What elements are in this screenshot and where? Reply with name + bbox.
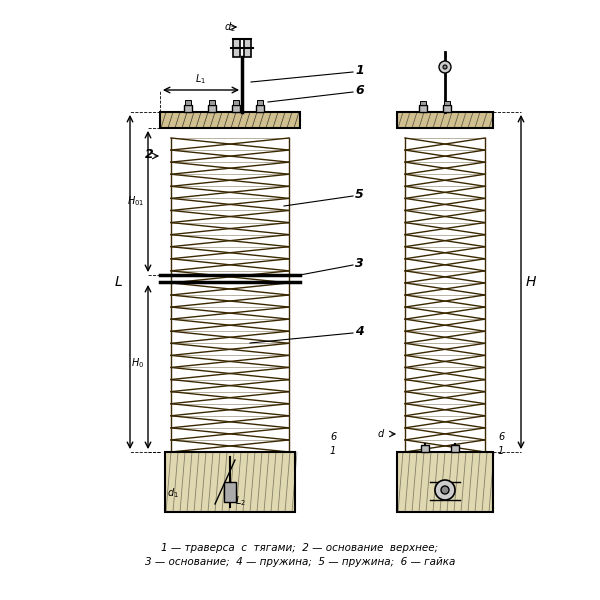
Bar xyxy=(451,445,459,452)
Bar xyxy=(397,112,493,128)
Bar xyxy=(419,105,427,112)
Text: $L_2$: $L_2$ xyxy=(235,494,246,508)
Text: $L_1$: $L_1$ xyxy=(196,72,206,86)
Bar xyxy=(257,100,263,105)
Bar xyxy=(224,482,236,502)
Text: 6: 6 xyxy=(498,432,504,442)
Text: L: L xyxy=(114,275,122,289)
Bar xyxy=(256,105,264,112)
Text: 5: 5 xyxy=(355,188,364,201)
Circle shape xyxy=(439,61,451,73)
Bar xyxy=(244,39,251,57)
Bar xyxy=(209,100,215,105)
Bar xyxy=(233,39,240,57)
Text: 4: 4 xyxy=(355,325,364,338)
Bar xyxy=(420,101,426,105)
Circle shape xyxy=(441,486,449,494)
Text: 1 — траверса  с  тягами;  2 — основание  верхнее;: 1 — траверса с тягами; 2 — основание вер… xyxy=(161,543,439,553)
Bar xyxy=(208,105,216,112)
Bar xyxy=(232,105,240,112)
Text: 2: 2 xyxy=(145,148,154,161)
Text: 1: 1 xyxy=(330,446,336,456)
Text: H: H xyxy=(526,275,536,289)
Bar xyxy=(185,100,191,105)
Bar xyxy=(421,445,429,452)
Text: 1: 1 xyxy=(355,64,364,77)
Text: $H_{01}$: $H_{01}$ xyxy=(127,194,144,208)
Text: $d_2$: $d_2$ xyxy=(224,20,236,34)
Bar xyxy=(160,112,300,128)
Text: 3: 3 xyxy=(355,257,364,270)
Bar xyxy=(397,452,493,512)
Text: 3 — основание;  4 — пружина;  5 — пружина;  6 — гайка: 3 — основание; 4 — пружина; 5 — пружина;… xyxy=(145,557,455,567)
Text: 6: 6 xyxy=(330,432,336,442)
Text: 6: 6 xyxy=(355,84,364,97)
Bar xyxy=(165,452,295,512)
Text: $d$: $d$ xyxy=(377,427,385,439)
Bar xyxy=(233,100,239,105)
Text: $d_1$: $d_1$ xyxy=(167,486,179,500)
Bar xyxy=(443,105,451,112)
Bar xyxy=(184,105,192,112)
Text: 1: 1 xyxy=(498,446,504,456)
Bar xyxy=(444,101,450,105)
Text: $H_0$: $H_0$ xyxy=(131,356,144,370)
Circle shape xyxy=(443,65,447,69)
Circle shape xyxy=(435,480,455,500)
